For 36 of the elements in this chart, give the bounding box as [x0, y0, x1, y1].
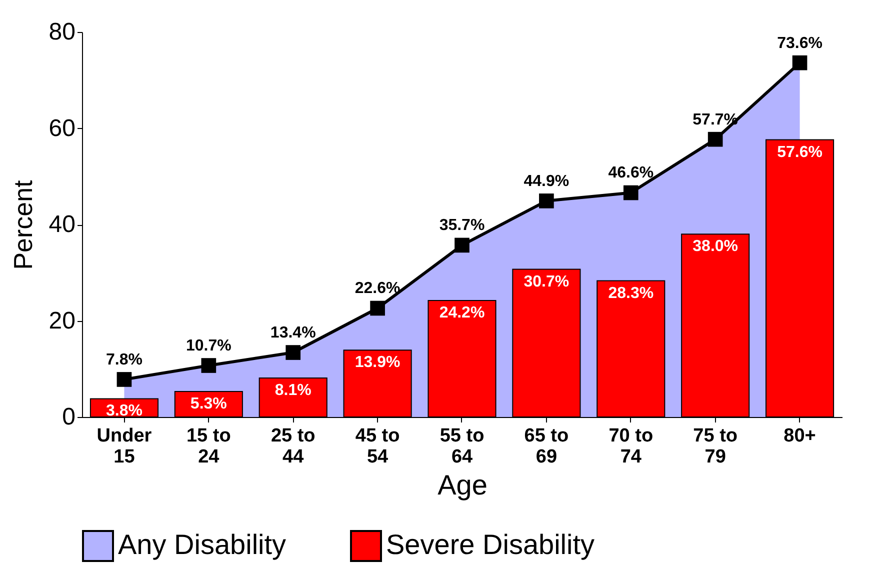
x-tick-label: 25 to 44 — [270, 426, 316, 468]
data-label: 57.6% — [777, 144, 822, 161]
y-tick-label: 0 — [62, 404, 76, 430]
y-tick-label: 40 — [48, 211, 76, 238]
y-axis-title: Percent — [8, 179, 38, 270]
x-tick-label: 45 to 54 — [355, 426, 400, 468]
x-tick-label: Under 15 — [96, 426, 152, 468]
y-tick-label: 20 — [48, 307, 76, 334]
data-label: 10.7% — [186, 338, 232, 355]
data-label: 38.0% — [692, 238, 738, 256]
x-tick-label: 65 to 69 — [524, 426, 569, 468]
x-axis-title: Age — [438, 470, 488, 500]
data-label: 30.7% — [524, 273, 570, 290]
x-tick-label: 75 to 79 — [693, 426, 738, 468]
data-label: 13.4% — [270, 324, 316, 342]
legend-label: Severe Disability — [386, 529, 595, 560]
data-label: 24.2% — [439, 304, 485, 322]
data-label: 22.6% — [354, 280, 400, 298]
x-tick-label: 55 to 64 — [440, 426, 484, 468]
legend-label: Any Disability — [118, 529, 286, 560]
data-label: 7.8% — [106, 351, 142, 368]
x-tick-label: 80+ — [784, 426, 816, 446]
data-label: 57.7% — [692, 111, 738, 128]
x-tick-label: 70 to 74 — [608, 426, 654, 468]
data-label: 8.1% — [274, 382, 312, 400]
data-label: 44.9% — [524, 172, 570, 190]
x-tick-label: 15 to 24 — [186, 426, 231, 468]
y-tick-label: 60 — [48, 114, 76, 142]
data-label: 46.6% — [608, 164, 654, 182]
y-tick-label: 80 — [48, 18, 76, 46]
data-label: 5.3% — [190, 395, 227, 412]
data-label: 3.8% — [106, 402, 142, 420]
data-label: 35.7% — [439, 217, 485, 234]
data-label: 13.9% — [354, 354, 400, 372]
data-label: 73.6% — [777, 34, 822, 52]
data-label: 28.3% — [608, 284, 654, 302]
